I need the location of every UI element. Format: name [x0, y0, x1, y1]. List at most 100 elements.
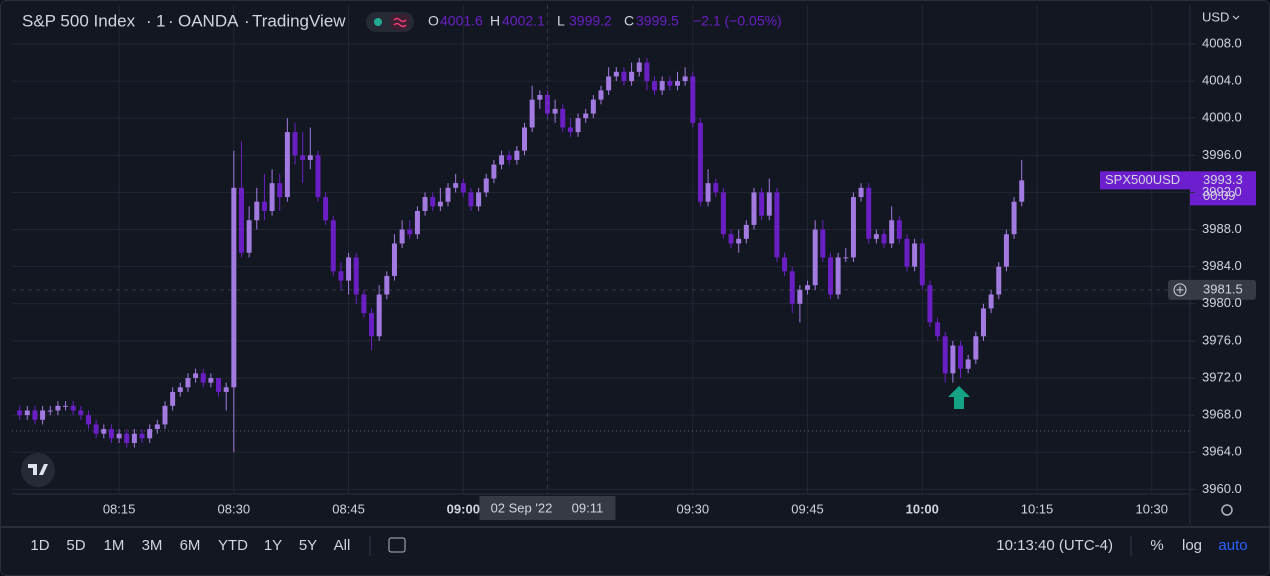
candle-body [873, 234, 879, 239]
range-button[interactable]: 1D [30, 537, 49, 554]
candle-body [254, 201, 260, 221]
currency[interactable]: USD [1202, 9, 1229, 24]
candle-body [300, 155, 306, 160]
crosshair-time-box [479, 496, 616, 520]
separator: · [146, 11, 152, 30]
y-tick-label: 3988.0 [1202, 221, 1242, 236]
candle-body [246, 220, 252, 253]
x-tick-label: 10:00 [906, 501, 939, 516]
candle-body [40, 410, 46, 420]
settings-icon[interactable] [1221, 504, 1233, 516]
candle-body [307, 155, 313, 160]
candle-body [223, 387, 229, 392]
legend-value: 3999.5 [636, 13, 679, 29]
candle-body [139, 433, 145, 439]
candle-body [476, 192, 482, 207]
candle-body [407, 229, 413, 235]
range-button[interactable]: 3M [142, 537, 163, 554]
clock[interactable]: 10:13:40 (UTC-4) [996, 537, 1113, 554]
candle-body [1011, 201, 1017, 235]
y-tick-label: 4000.0 [1202, 110, 1242, 125]
candle-body [200, 373, 206, 383]
candle-body [376, 294, 382, 337]
candle-body [736, 238, 742, 244]
candle-body [261, 201, 267, 211]
range-button[interactable]: 5Y [299, 537, 317, 554]
candle-body [208, 378, 214, 383]
candle-body [154, 424, 160, 430]
candle-body [346, 257, 352, 281]
range-button[interactable]: 1Y [264, 537, 282, 554]
legend-value: 4002.1 [502, 13, 545, 29]
candle-body [667, 81, 673, 86]
candle-body [78, 410, 84, 416]
candle-body [980, 308, 986, 337]
candle-body [690, 76, 696, 123]
candle-body [797, 289, 803, 304]
candle-body [284, 132, 290, 198]
symbol[interactable]: S&P 500 Index [22, 11, 136, 30]
candle-body [131, 433, 137, 443]
candle-body [613, 71, 619, 77]
y-tick-label: 3960.0 [1202, 481, 1242, 496]
x-tick-label: 08:15 [103, 501, 136, 516]
candle-body [728, 234, 734, 244]
candle-body [659, 81, 665, 91]
candle-body [384, 275, 390, 295]
candle-body [491, 164, 497, 179]
candle-body [759, 192, 765, 216]
candle-body [935, 322, 941, 337]
add-alert-icon[interactable] [1173, 283, 1187, 297]
scale-option[interactable]: % [1150, 537, 1163, 554]
candle-body [32, 410, 38, 420]
legend-key: C [624, 13, 634, 29]
logo-mark [28, 464, 48, 475]
y-tick-label: 3968.0 [1202, 407, 1242, 422]
date-range-icon[interactable] [388, 537, 406, 553]
candle-body [399, 229, 405, 244]
candle-body [973, 336, 979, 360]
scale-option[interactable]: log [1182, 537, 1202, 554]
crosshair-date: 02 Sep '22 [491, 500, 553, 515]
candle-body [912, 243, 918, 267]
candle-body [422, 197, 428, 211]
scale-option[interactable]: auto [1218, 537, 1247, 554]
candle-body [17, 410, 23, 416]
candle-body [315, 155, 321, 198]
candle-body [858, 187, 864, 198]
interval[interactable]: 1 [156, 11, 165, 30]
symbol-tag-label: SPX500USD [1105, 172, 1180, 187]
candle-body [338, 271, 344, 281]
platform: TradingView [252, 11, 346, 30]
candle-body [499, 155, 505, 165]
candle-body [583, 113, 589, 119]
candle-body [544, 95, 550, 114]
candle-body [108, 429, 114, 439]
candle-body [606, 76, 612, 91]
candle-body [866, 187, 872, 239]
range-button[interactable]: 1M [104, 537, 125, 554]
candle-body [323, 197, 329, 221]
candle-body [674, 81, 680, 86]
range-button[interactable]: All [334, 537, 351, 554]
separator: · [168, 11, 174, 30]
y-tick-label: 3996.0 [1202, 147, 1242, 162]
candle-body [85, 415, 91, 425]
data-status [390, 14, 410, 30]
candle-body [552, 108, 558, 114]
candle-body [460, 183, 466, 193]
currency-caret [1232, 15, 1240, 20]
range-button[interactable]: 6M [180, 537, 201, 554]
candle-body [162, 405, 168, 425]
range-button[interactable]: 5D [66, 537, 85, 554]
logo[interactable] [21, 453, 55, 487]
candle-body [782, 257, 788, 272]
candle-body [812, 229, 818, 286]
crosshair-price: 3981.5 [1203, 281, 1243, 296]
range-button[interactable]: YTD [218, 537, 248, 554]
crosshair-price-box [1168, 279, 1256, 300]
candle-body [835, 257, 841, 295]
candle-body [292, 132, 298, 156]
candle-body [1003, 234, 1009, 267]
